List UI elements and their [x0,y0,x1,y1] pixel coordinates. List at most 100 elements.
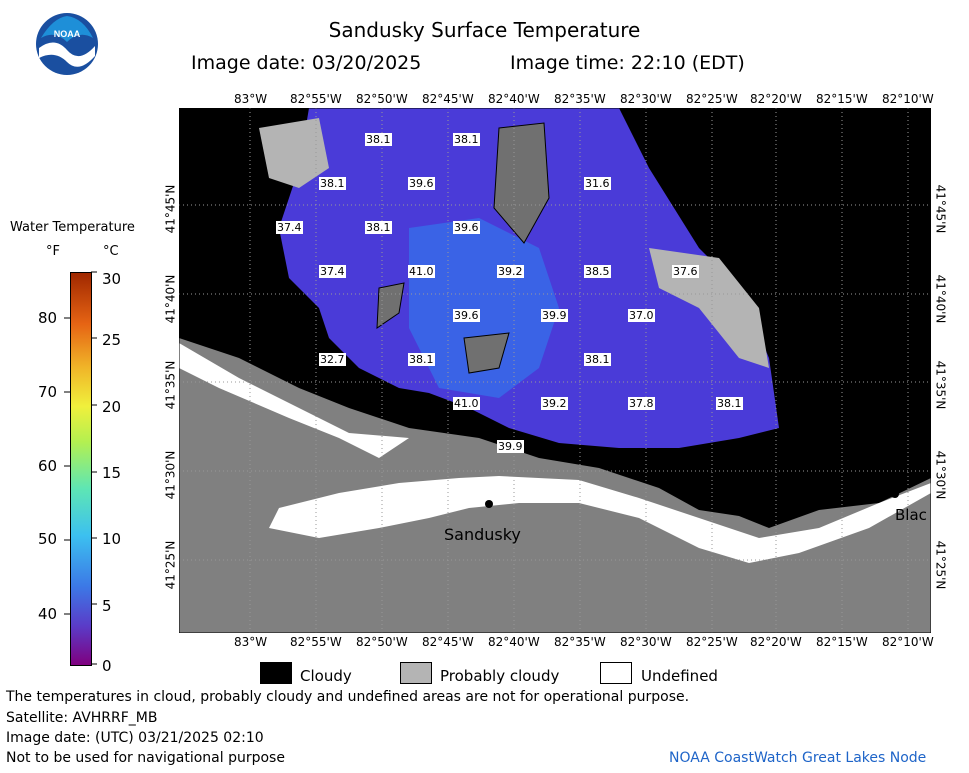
lon-label-bottom: 82°20'W [750,635,802,649]
noaa-logo: NOAA [35,12,99,76]
legend-undefined-swatch [600,662,632,684]
temp-label: 39.2 [541,397,568,410]
lat-label-right: 41°30'N [933,450,948,500]
lon-label-bottom: 82°40'W [488,635,540,649]
lon-label: 82°10'W [882,92,934,106]
temp-label: 39.6 [453,221,480,234]
lon-label-bottom: 83°W [234,635,268,649]
f-tick: 50 [38,530,58,548]
temp-label: 39.9 [541,309,568,322]
temp-label: 31.6 [584,177,611,190]
c-tick: 10 [102,530,122,548]
city-marker [891,490,899,498]
legend-probably-cloudy-swatch [400,662,432,684]
temp-label: 38.1 [453,133,480,146]
c-tick: 30 [102,270,122,288]
c-tick: 25 [102,331,122,349]
lon-label: 82°40'W [488,92,540,106]
lon-label: 82°45'W [422,92,474,106]
c-tick: 5 [102,597,112,615]
lon-label: 82°15'W [816,92,868,106]
footer-credit: NOAA CoastWatch Great Lakes Node [669,750,927,766]
graticule [179,108,931,633]
temp-label: 38.1 [365,221,392,234]
lat-label-right: 41°25'N [933,540,948,590]
lat-label: 41°25'N [163,540,178,590]
temp-label: 39.6 [453,309,480,322]
lat-label-right: 41°35'N [933,360,948,410]
lon-label: 82°50'W [356,92,408,106]
city-marker [485,500,493,508]
lon-label-bottom: 82°50'W [356,635,408,649]
svg-text:NOAA: NOAA [54,29,81,39]
temp-label: 32.7 [319,353,346,366]
lon-label: 82°30'W [620,92,672,106]
probably-cloudy-area [259,118,329,188]
f-tick: 60 [38,457,58,475]
temp-label: 38.1 [716,397,743,410]
c-tick: 20 [102,398,122,416]
legend-undefined-label: Undefined [641,667,718,685]
lat-label: 41°45'N [163,184,178,234]
lat-label-right: 41°45'N [933,184,948,234]
lon-label-bottom: 82°15'W [816,635,868,649]
legend-cloudy-swatch [260,662,292,684]
c-tick: 0 [102,657,112,675]
f-tick: 40 [38,605,58,623]
colorbar-unit-f: °F [46,244,60,259]
lon-label-bottom: 82°25'W [686,635,738,649]
page-title: Sandusky Surface Temperature [328,18,641,42]
temp-label: 38.1 [584,353,611,366]
image-time: Image time: 22:10 (EDT) [510,52,745,74]
temp-label: 38.1 [319,177,346,190]
lon-label-bottom: 82°30'W [620,635,672,649]
lat-label: 41°40'N [163,274,178,324]
probably-cloudy-area [649,248,769,368]
temp-label: 37.6 [672,265,699,278]
city-label: Blac [895,506,927,524]
footer-satellite: Satellite: AVHRRF_MB [6,710,158,726]
temp-label: 39.2 [497,265,524,278]
island [463,332,510,374]
temp-label: 41.0 [408,265,435,278]
temp-label: 39.9 [497,440,524,453]
f-tick: 70 [38,383,58,401]
temp-label: 37.4 [276,221,303,234]
lon-label: 82°55'W [290,92,342,106]
footer-disclaimer: The temperatures in cloud, probably clou… [6,689,690,705]
warm-water-area [409,218,559,398]
colorbar-title: Water Temperature [10,220,135,235]
legend-probably-cloudy-label: Probably cloudy [440,667,560,685]
lon-label-bottom: 82°10'W [882,635,934,649]
lon-label: 82°25'W [686,92,738,106]
footer-nav-warning: Not to be used for navigational purpose [6,750,285,766]
f-tick: 80 [38,309,58,327]
lon-label-bottom: 82°55'W [290,635,342,649]
temp-label: 37.0 [628,309,655,322]
lon-label: 82°20'W [750,92,802,106]
colorbar [70,272,92,666]
image-date: Image date: 03/20/2025 [191,52,422,74]
lon-label: 83°W [234,92,268,106]
colorbar-unit-c: °C [103,244,119,259]
island [493,122,550,244]
temp-label: 39.6 [408,177,435,190]
colorbar-ticks [64,271,97,665]
temp-label: 38.5 [584,265,611,278]
temp-label: 41.0 [453,397,480,410]
lat-label-right: 41°40'N [933,274,948,324]
c-tick: 15 [102,464,122,482]
map-canvas [179,108,931,633]
lon-label: 82°35'W [554,92,606,106]
lat-label: 41°35'N [163,360,178,410]
city-label: Sandusky [444,525,521,544]
lon-label-bottom: 82°45'W [422,635,474,649]
temp-label: 38.1 [365,133,392,146]
legend-cloudy-label: Cloudy [300,667,352,685]
noaa-logo-icon: NOAA [36,13,98,75]
undefined-area [179,343,409,458]
footer-utc-date: Image date: (UTC) 03/21/2025 02:10 [6,730,264,746]
undefined-area [269,476,931,563]
lon-label-bottom: 82°35'W [554,635,606,649]
temp-label: 38.1 [408,353,435,366]
